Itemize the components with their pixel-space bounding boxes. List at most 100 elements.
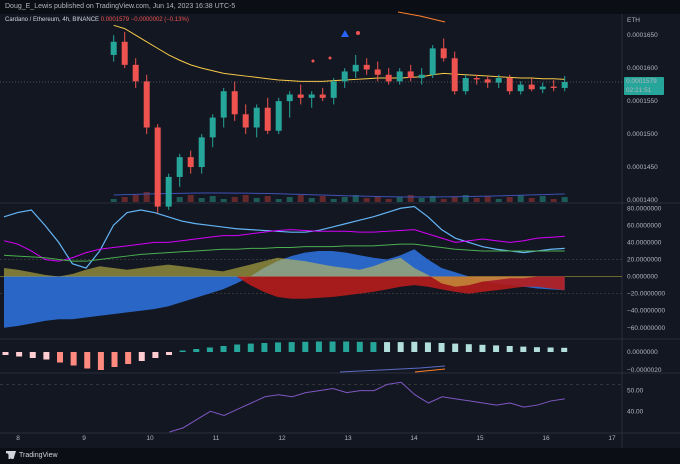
osc-tick-label: −20.0000000 <box>627 291 666 298</box>
tradingview-brand: TradingView <box>19 451 58 459</box>
volume-bar <box>341 197 348 202</box>
volume-bar <box>330 199 337 202</box>
candle-body <box>143 81 150 128</box>
tradingview-logo-icon <box>6 451 16 459</box>
histogram-bar <box>288 342 295 352</box>
volume-bar <box>484 196 491 202</box>
candle-body <box>154 127 161 207</box>
volume-bar <box>209 196 216 202</box>
time-tick-label: 15 <box>476 435 484 442</box>
volume-bar <box>407 195 414 202</box>
volume-bar <box>418 198 425 202</box>
volume-bar <box>187 195 194 202</box>
histogram-bar <box>57 352 64 363</box>
time-tick-label: 17 <box>608 435 616 442</box>
candle-body <box>451 58 458 92</box>
moving-average-line <box>113 24 565 82</box>
osc-tick-label: 20.0000000 <box>627 256 662 263</box>
histogram-bar <box>479 344 486 352</box>
histogram-bar <box>520 346 527 352</box>
candle-body <box>231 91 238 115</box>
histogram-bar <box>329 341 336 352</box>
price-tick-label: 0.0001550 <box>627 98 658 105</box>
histogram-bar <box>125 352 132 364</box>
volume-bar <box>176 197 183 202</box>
candle-body <box>220 91 227 118</box>
price-tick-label: 0.0001400 <box>627 197 658 204</box>
time-tick-label: 10 <box>146 435 154 442</box>
histogram-bar <box>84 352 91 369</box>
time-tick-label: 13 <box>344 435 352 442</box>
volume-bar <box>121 197 128 202</box>
histogram-bar <box>424 342 431 352</box>
volume-bar <box>253 198 260 202</box>
legend-price: 0.0001579 <box>100 17 130 23</box>
symbol-legend: Cardano / Ethereum, 4h, BINANCE 0.000157… <box>5 17 189 23</box>
rsi-line <box>169 381 565 433</box>
histogram-bar <box>547 347 554 352</box>
histogram-bar <box>29 352 36 358</box>
candle-body <box>209 117 216 138</box>
signal-up-icon <box>341 30 349 37</box>
candle-body <box>517 84 524 92</box>
histogram-bar <box>261 343 268 352</box>
price-tick-label: 0.0001650 <box>627 32 658 39</box>
candle-body <box>473 78 480 80</box>
hist-signal-line-2 <box>414 368 446 373</box>
histogram-bar <box>206 347 213 352</box>
histogram-bar <box>234 344 241 352</box>
histogram-bar <box>97 352 104 370</box>
time-tick-label: 14 <box>410 435 418 442</box>
volume-bar <box>528 198 535 202</box>
candle-body <box>187 157 194 168</box>
candle-body <box>440 48 447 59</box>
histogram-bar <box>70 352 77 366</box>
legend-change: −0.0000002 (−0.13%) <box>130 17 189 23</box>
candle-body <box>176 157 183 177</box>
candle-body <box>264 107 271 131</box>
rsi-tick-label: 50.00 <box>627 388 644 395</box>
candle-body <box>286 94 293 102</box>
osc-tick-label: −60.0000000 <box>627 325 666 332</box>
volume-bar <box>110 199 117 202</box>
volume-bar <box>473 198 480 202</box>
volume-bar <box>506 197 513 202</box>
histogram-bar <box>152 352 159 358</box>
tradingview-logo: TradingView <box>6 451 58 459</box>
volume-bar <box>429 196 436 202</box>
last-price-tag <box>624 76 664 95</box>
rsi-tick-label: 40.00 <box>627 408 644 415</box>
candle-body <box>352 64 359 72</box>
time-tick-label: 8 <box>16 435 20 442</box>
footer-bar <box>0 448 680 464</box>
volume-bar <box>286 197 293 202</box>
volume-bar <box>539 196 546 202</box>
signal-dot-icon <box>356 31 360 35</box>
candle-body <box>385 74 392 82</box>
candle-body <box>253 107 260 128</box>
volume-bar <box>132 195 139 202</box>
hist-signal-line <box>339 365 446 373</box>
candle-body <box>308 94 315 98</box>
candle-body <box>198 137 205 168</box>
signal-dot-icon <box>328 56 332 60</box>
price-tick-label: 0.0001450 <box>627 164 658 171</box>
volume-bar <box>396 197 403 202</box>
volume-bar <box>517 195 524 202</box>
time-tick-label: 11 <box>213 435 220 442</box>
histogram-bar <box>411 341 418 352</box>
histogram-bar <box>16 352 23 357</box>
volume-bar <box>242 195 249 202</box>
time-tick-label: 9 <box>82 435 86 442</box>
candle-body <box>319 94 326 98</box>
osc-tick-label: 0.0000000 <box>627 274 658 281</box>
hist-tick-label: −0.0000020 <box>627 367 662 374</box>
candle-body <box>561 81 568 88</box>
volume-bar <box>275 199 282 202</box>
candle-body <box>341 71 348 82</box>
candle-body <box>374 69 381 75</box>
histogram-bar <box>561 347 568 352</box>
histogram-bar <box>275 342 282 352</box>
candle-body <box>418 74 425 79</box>
